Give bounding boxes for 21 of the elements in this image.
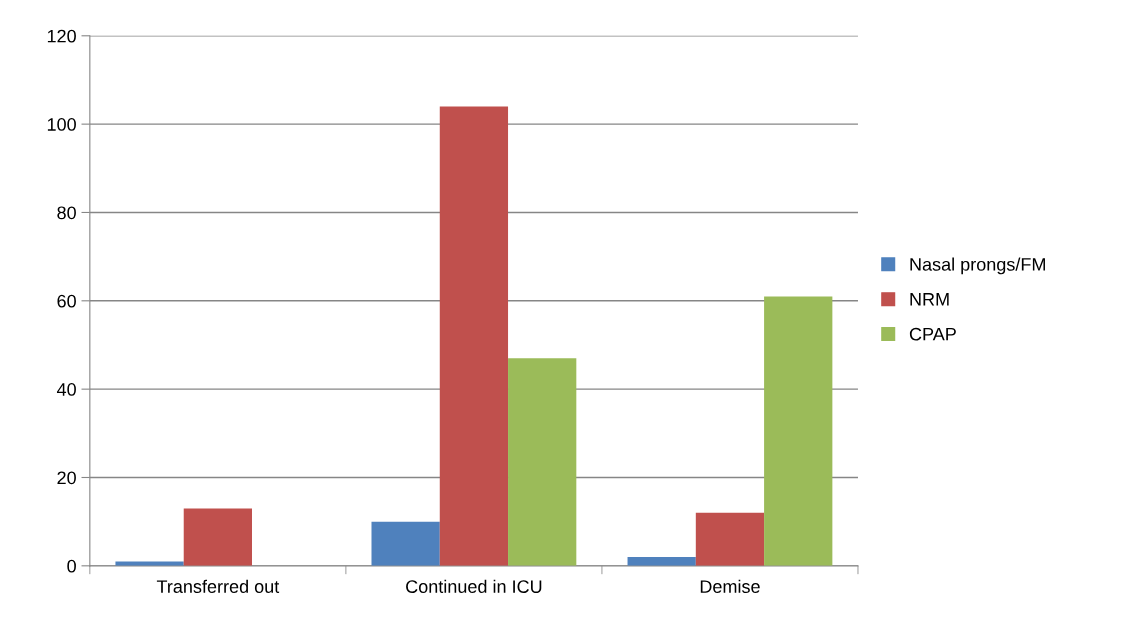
- bar: [695, 512, 765, 566]
- y-tick-label: 20: [57, 471, 76, 485]
- y-tick-label: 120: [47, 29, 76, 43]
- legend-label: NRM: [910, 293, 949, 306]
- x-tick-label: Demise: [700, 579, 760, 593]
- bar: [183, 508, 252, 566]
- y-tick-label: 40: [56, 383, 76, 396]
- bar: [508, 358, 577, 566]
- bar: [371, 521, 440, 566]
- y-tick-label: 80: [57, 206, 76, 220]
- legend-label: CPAP: [909, 327, 956, 341]
- y-tick-label: 0: [67, 559, 76, 573]
- bar: [764, 296, 833, 566]
- legend-label: Nasal prongs/FM: [910, 257, 1045, 275]
- bar: [439, 106, 509, 566]
- y-tick-label: 60: [57, 294, 76, 308]
- y-tick-label: 100: [47, 118, 76, 131]
- bar: [627, 556, 696, 566]
- bar: [115, 561, 184, 566]
- x-tick-label: Continued in ICU: [406, 579, 542, 593]
- x-tick-label: Transferred out: [156, 579, 280, 593]
